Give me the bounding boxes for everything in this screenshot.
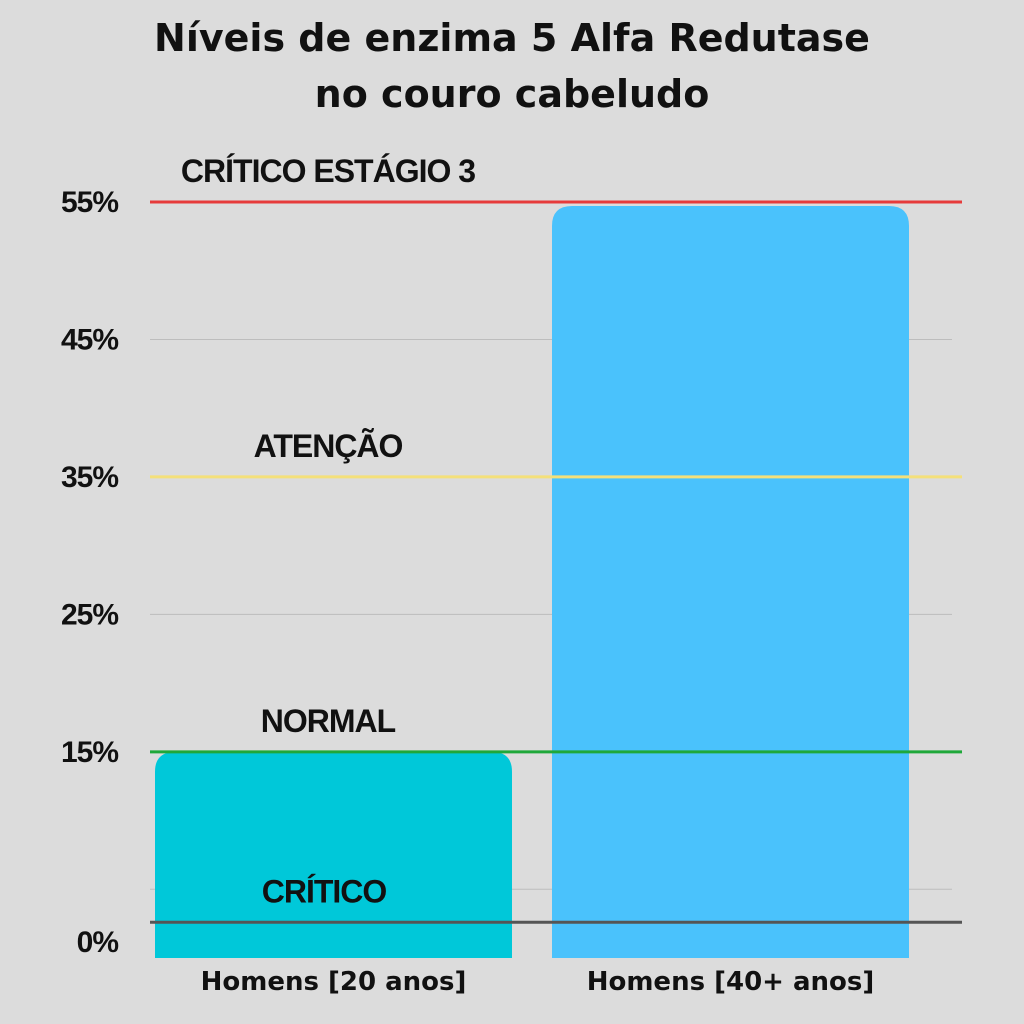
y-tick-label: 25% xyxy=(61,598,118,631)
chart-title: Níveis de enzima 5 Alfa Redutase no cour… xyxy=(0,10,1024,122)
category-label-2: Homens [40+ anos] xyxy=(587,967,875,997)
x-axis-categories: Homens [20 anos] Homens [40+ anos] xyxy=(201,967,875,997)
chart-title-line-1: Níveis de enzima 5 Alfa Redutase xyxy=(154,16,870,60)
y-axis-ticks: 0% 15% 25% 35% 45% 55% xyxy=(61,186,119,959)
chart-title-line-2: no couro cabeludo xyxy=(314,72,710,116)
reference-label-1: CRÍTICO ESTÁGIO 3 xyxy=(181,153,475,189)
reference-label-3: NORMAL xyxy=(261,703,396,739)
y-tick-label: 35% xyxy=(61,461,118,494)
category-label-1: Homens [20 anos] xyxy=(201,967,467,997)
reference-lines: CRÍTICO ESTÁGIO 3 ATENÇÃO NORMAL CRÍTICO xyxy=(150,153,962,924)
reference-label-4: CRÍTICO xyxy=(262,873,387,909)
y-tick-label: 0% xyxy=(77,926,119,959)
bars xyxy=(155,206,909,958)
y-tick-label: 45% xyxy=(61,323,118,356)
bar-1 xyxy=(155,751,512,958)
y-tick-label: 55% xyxy=(61,186,118,219)
y-tick-label: 15% xyxy=(61,736,118,769)
reference-label-2: ATENÇÃO xyxy=(254,428,403,464)
bar-2 xyxy=(552,206,909,958)
